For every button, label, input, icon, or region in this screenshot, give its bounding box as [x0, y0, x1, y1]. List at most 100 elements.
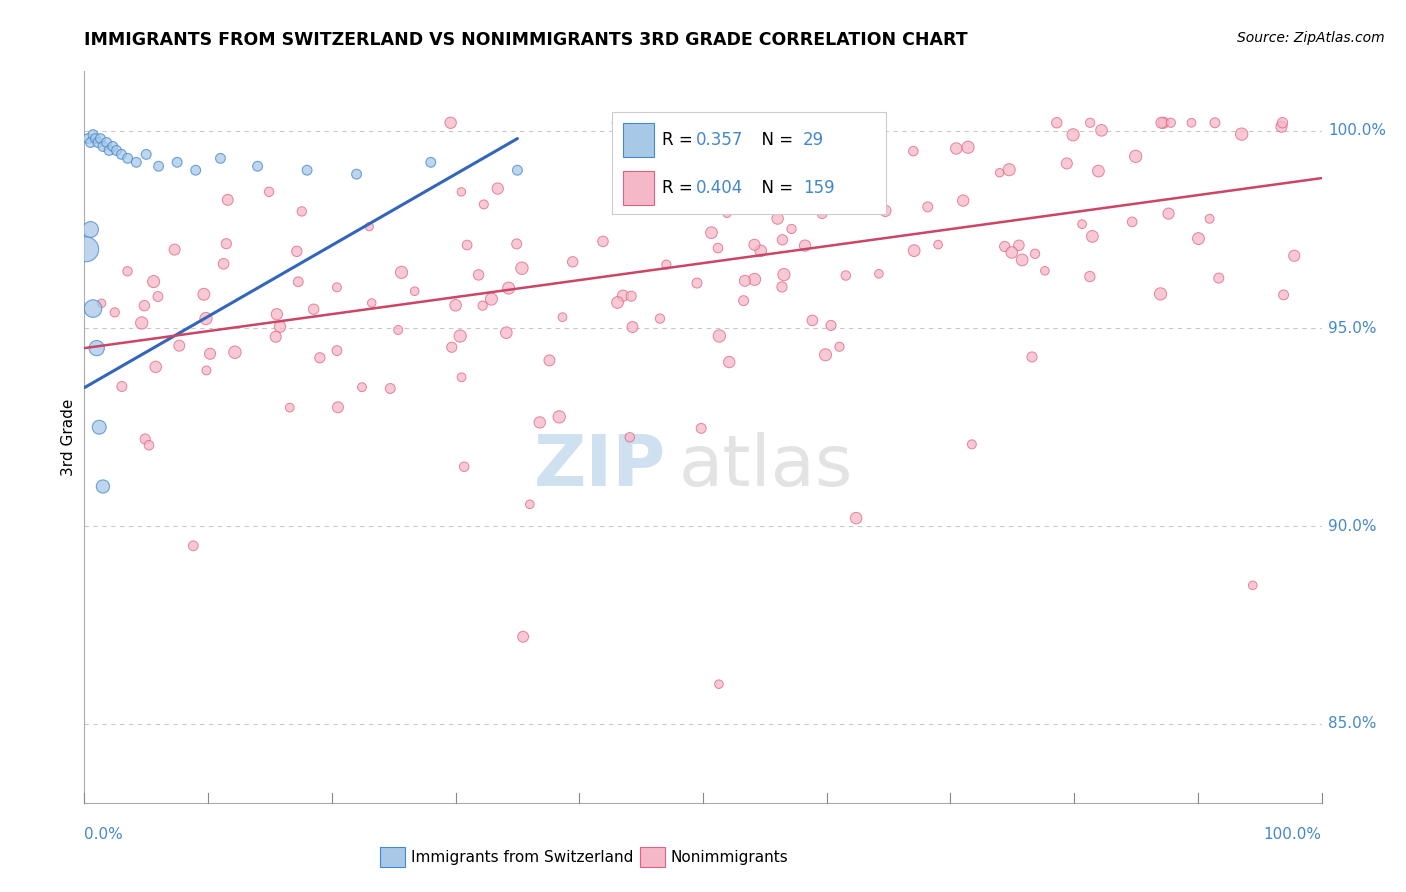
Point [1024, 247, 1046, 261]
Point [184, 163, 207, 178]
Point [1187, 231, 1209, 245]
Point [110, 147, 132, 161]
Text: R =: R = [662, 179, 699, 197]
Point [561, 255, 583, 269]
Point [1150, 116, 1173, 130]
Point [166, 155, 188, 169]
Point [195, 363, 218, 377]
Point [1062, 128, 1084, 142]
Point [648, 311, 671, 326]
Point [87, 136, 110, 150]
Text: Nonimmigrants: Nonimmigrants [671, 850, 789, 864]
Point [1241, 578, 1264, 592]
Point [380, 382, 402, 396]
Text: N =: N = [751, 179, 799, 197]
Point [917, 200, 939, 214]
Point [1021, 350, 1043, 364]
Point [453, 459, 475, 474]
Point [467, 268, 489, 282]
Point [291, 204, 314, 219]
Text: 0.0%: 0.0% [84, 827, 124, 841]
Point [209, 152, 232, 166]
Text: 100.0%: 100.0% [1327, 123, 1386, 138]
Point [810, 190, 832, 204]
Point [98, 144, 121, 158]
Point [1087, 164, 1109, 178]
Point [811, 206, 834, 220]
Point [105, 144, 128, 158]
Point [734, 274, 756, 288]
Point [486, 181, 509, 195]
Point [391, 265, 413, 279]
Point [198, 347, 221, 361]
Point [142, 275, 165, 289]
Point [287, 275, 309, 289]
Point [733, 293, 755, 308]
Point [1230, 127, 1253, 141]
Point [529, 416, 551, 430]
Point [1001, 245, 1024, 260]
Point [780, 222, 803, 236]
Point [326, 343, 349, 358]
Point [135, 147, 157, 161]
Point [770, 233, 793, 247]
Point [707, 241, 730, 255]
Point [605, 116, 627, 130]
Text: 90.0%: 90.0% [1327, 518, 1376, 533]
Point [195, 311, 218, 326]
Point [387, 323, 409, 337]
Point [1125, 149, 1147, 163]
Point [163, 243, 186, 257]
Point [1272, 288, 1295, 302]
Point [835, 268, 858, 283]
Point [592, 235, 614, 249]
Text: atlas: atlas [678, 433, 852, 501]
Point [193, 287, 215, 301]
Point [786, 175, 808, 189]
Point [998, 162, 1021, 177]
Point [264, 330, 287, 344]
Point [700, 226, 723, 240]
Point [472, 197, 495, 211]
Point [612, 289, 634, 303]
Point [1046, 116, 1069, 130]
Point [257, 185, 280, 199]
Point [1160, 116, 1182, 130]
Point [1271, 116, 1294, 130]
Point [868, 267, 890, 281]
Point [945, 141, 967, 155]
Point [359, 219, 381, 234]
Text: 100.0%: 100.0% [1264, 827, 1322, 841]
Point [1284, 249, 1306, 263]
Point [360, 296, 382, 310]
Point [766, 211, 789, 226]
Point [181, 539, 204, 553]
Point [82, 301, 104, 316]
Point [718, 355, 741, 369]
Point [519, 497, 541, 511]
Text: N =: N = [751, 131, 799, 149]
Point [773, 268, 796, 282]
Point [749, 244, 772, 258]
Point [450, 370, 472, 384]
Point [138, 438, 160, 452]
Point [350, 380, 373, 394]
Point [875, 203, 897, 218]
Point [690, 421, 713, 435]
Point [620, 289, 643, 303]
Point [1198, 211, 1220, 226]
Point [309, 351, 332, 365]
Point [117, 152, 139, 166]
Point [506, 163, 529, 178]
Point [814, 348, 837, 362]
Point [456, 238, 478, 252]
Point [1033, 264, 1056, 278]
Point [960, 437, 983, 451]
Point [655, 258, 678, 272]
Point [419, 155, 441, 169]
Point [1208, 271, 1230, 285]
Point [82, 128, 104, 142]
Point [621, 320, 644, 334]
Point [1090, 123, 1112, 137]
Point [707, 677, 730, 691]
